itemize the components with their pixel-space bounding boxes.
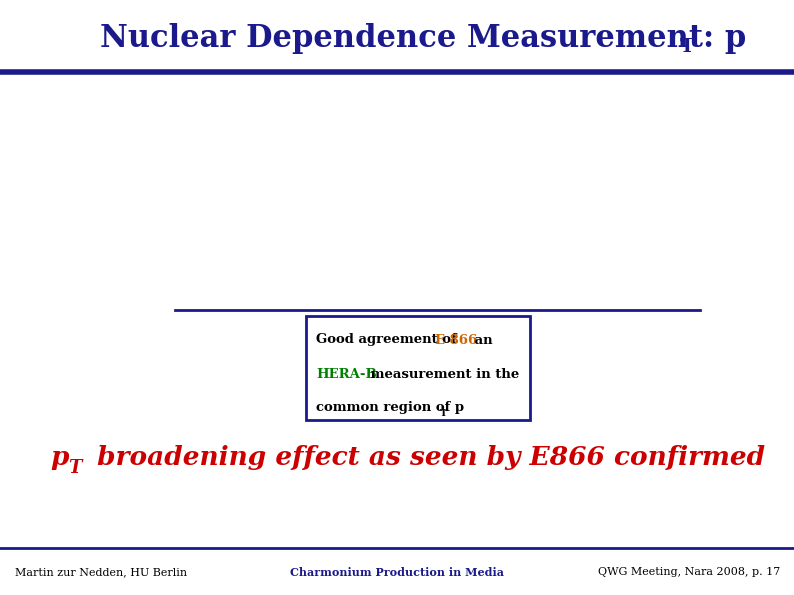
FancyBboxPatch shape xyxy=(306,316,530,420)
Text: Good agreement of: Good agreement of xyxy=(316,334,461,346)
Text: T: T xyxy=(440,409,447,418)
Text: E 866: E 866 xyxy=(435,334,477,346)
Text: Martin zur Nedden, HU Berlin: Martin zur Nedden, HU Berlin xyxy=(15,567,187,577)
Text: p: p xyxy=(50,446,68,471)
Text: T: T xyxy=(680,38,695,56)
Bar xyxy=(0,0,794,72)
Text: HERA-B: HERA-B xyxy=(316,368,376,380)
Text: QWG Meeting, Nara 2008, p. 17: QWG Meeting, Nara 2008, p. 17 xyxy=(598,567,780,577)
Text: common region of p: common region of p xyxy=(316,402,464,415)
Text: broadening effect as seen by E866 confirmed: broadening effect as seen by E866 confir… xyxy=(88,446,765,471)
Text: Nuclear Dependence Measurement: p: Nuclear Dependence Measurement: p xyxy=(100,23,746,54)
Text: Charmonium Production in Media: Charmonium Production in Media xyxy=(290,566,504,578)
Text: T: T xyxy=(68,459,81,477)
Text: measurement in the: measurement in the xyxy=(366,368,519,380)
Text: an: an xyxy=(470,334,492,346)
